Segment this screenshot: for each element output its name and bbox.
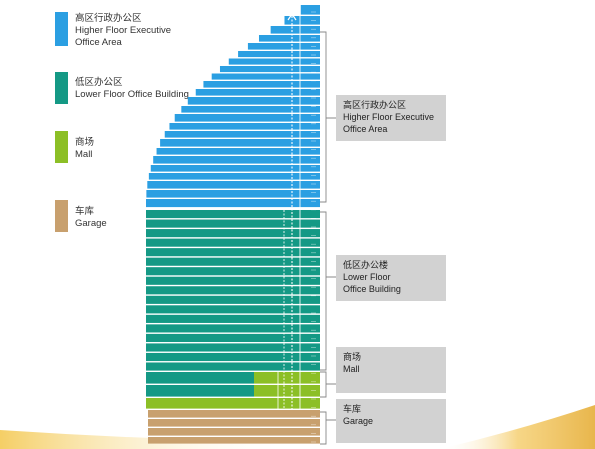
callout-en: Office Building bbox=[343, 284, 401, 294]
floor-higher bbox=[211, 73, 320, 80]
floor-lower bbox=[146, 352, 320, 362]
bracket-lower-floor bbox=[320, 211, 336, 371]
floor-mall bbox=[254, 372, 320, 384]
floor-higher bbox=[181, 106, 320, 113]
callout-lower-floor: 低区办公楼 Lower Floor Office Building bbox=[336, 255, 446, 301]
floor-higher bbox=[146, 190, 320, 198]
floor-higher bbox=[228, 58, 320, 65]
floor-lower bbox=[146, 343, 320, 352]
legend-cn: 商场 bbox=[75, 137, 95, 148]
floor-higher bbox=[147, 181, 320, 189]
legend-en: Lower Floor Office Building bbox=[75, 89, 189, 100]
floor-higher bbox=[160, 139, 320, 147]
floor-higher bbox=[219, 66, 320, 73]
floor-higher bbox=[187, 97, 320, 105]
floor-lower bbox=[146, 372, 254, 384]
floor-lower bbox=[146, 248, 320, 257]
legend-swatch-mall bbox=[55, 131, 68, 163]
floor-lower bbox=[146, 257, 320, 266]
callout-en: Mall bbox=[343, 364, 360, 374]
floor-mall bbox=[254, 385, 320, 397]
legend-en: Garage bbox=[75, 218, 107, 229]
floor-garage bbox=[148, 410, 320, 418]
floor-higher bbox=[148, 173, 320, 180]
legend-cn: 低区办公区 bbox=[75, 77, 123, 88]
floor-garage bbox=[148, 428, 320, 436]
floor-higher bbox=[195, 89, 320, 96]
floor-lower bbox=[146, 286, 320, 295]
callout-cn: 低区办公楼 bbox=[343, 260, 389, 270]
floor-lower bbox=[146, 385, 254, 397]
legend-en: Office Area bbox=[75, 37, 122, 48]
floor-lower bbox=[146, 314, 320, 323]
floor-higher bbox=[156, 148, 320, 155]
floor-lower bbox=[146, 295, 320, 304]
legend-cn: 车库 bbox=[75, 206, 95, 217]
floor-higher bbox=[169, 123, 320, 130]
floor-garage bbox=[148, 419, 320, 427]
floor-higher bbox=[164, 131, 320, 138]
shaft-arrow-icon bbox=[287, 12, 297, 21]
bracket-mall bbox=[320, 371, 336, 398]
floor-lower bbox=[146, 210, 320, 219]
legend-item-higher-floor: 高区行政办公区 Higher Floor Executive Office Ar… bbox=[75, 13, 171, 49]
floor-higher bbox=[284, 16, 320, 25]
floor-stack bbox=[146, 5, 320, 444]
floor-lower bbox=[146, 333, 320, 343]
callout-en: Higher Floor Executive bbox=[343, 112, 435, 122]
legend-item-lower-floor: 低区办公区 Lower Floor Office Building bbox=[75, 77, 189, 101]
floor-higher bbox=[150, 165, 320, 172]
floor-higher bbox=[258, 35, 320, 42]
floor-higher bbox=[238, 51, 320, 58]
floor-lower bbox=[146, 229, 320, 238]
callout-cn: 车库 bbox=[343, 404, 362, 414]
floor-lower bbox=[146, 276, 320, 285]
callout-cn: 高区行政办公区 bbox=[343, 100, 407, 110]
floor-higher bbox=[270, 26, 320, 34]
callout-cn: 商场 bbox=[343, 352, 362, 362]
floor-lower bbox=[146, 362, 320, 371]
bracket-garage bbox=[320, 411, 336, 445]
legend-swatch-lower-floor bbox=[55, 72, 68, 104]
legend-swatch-higher-floor bbox=[55, 12, 68, 46]
callout-mall: 商场 Mall bbox=[336, 347, 446, 393]
floor-overlay bbox=[277, 11, 336, 445]
floor-lower bbox=[146, 324, 320, 333]
callout-en: Garage bbox=[343, 416, 374, 426]
floor-garage bbox=[148, 437, 320, 444]
floor-lower bbox=[146, 238, 320, 247]
callout-en: Office Area bbox=[343, 124, 388, 134]
bottom-right-gold-band bbox=[440, 405, 595, 449]
floor-higher bbox=[300, 5, 320, 15]
floor-higher bbox=[153, 156, 320, 164]
legend-item-mall: 商场 Mall bbox=[75, 137, 94, 161]
floor-mall bbox=[146, 398, 320, 409]
floor-higher bbox=[203, 81, 320, 88]
legend-en: Mall bbox=[75, 149, 93, 160]
floor-higher bbox=[174, 114, 320, 122]
floor-lower bbox=[146, 305, 320, 314]
bracket-higher-floor bbox=[320, 31, 336, 203]
floor-lower bbox=[146, 219, 320, 228]
legend-en: Higher Floor Executive bbox=[75, 25, 172, 36]
callout-higher-floor: 高区行政办公区 Higher Floor Executive Office Ar… bbox=[336, 95, 446, 141]
callout-en: Lower Floor bbox=[343, 272, 391, 282]
floor-lower bbox=[146, 267, 320, 276]
floor-higher bbox=[146, 199, 320, 208]
legend-item-garage: 车库 Garage bbox=[75, 206, 107, 230]
callout-garage: 车库 Garage bbox=[336, 399, 446, 443]
legend-swatch-garage bbox=[55, 200, 68, 232]
floor-higher bbox=[247, 43, 320, 50]
legend-cn: 高区行政办公区 bbox=[75, 13, 142, 24]
